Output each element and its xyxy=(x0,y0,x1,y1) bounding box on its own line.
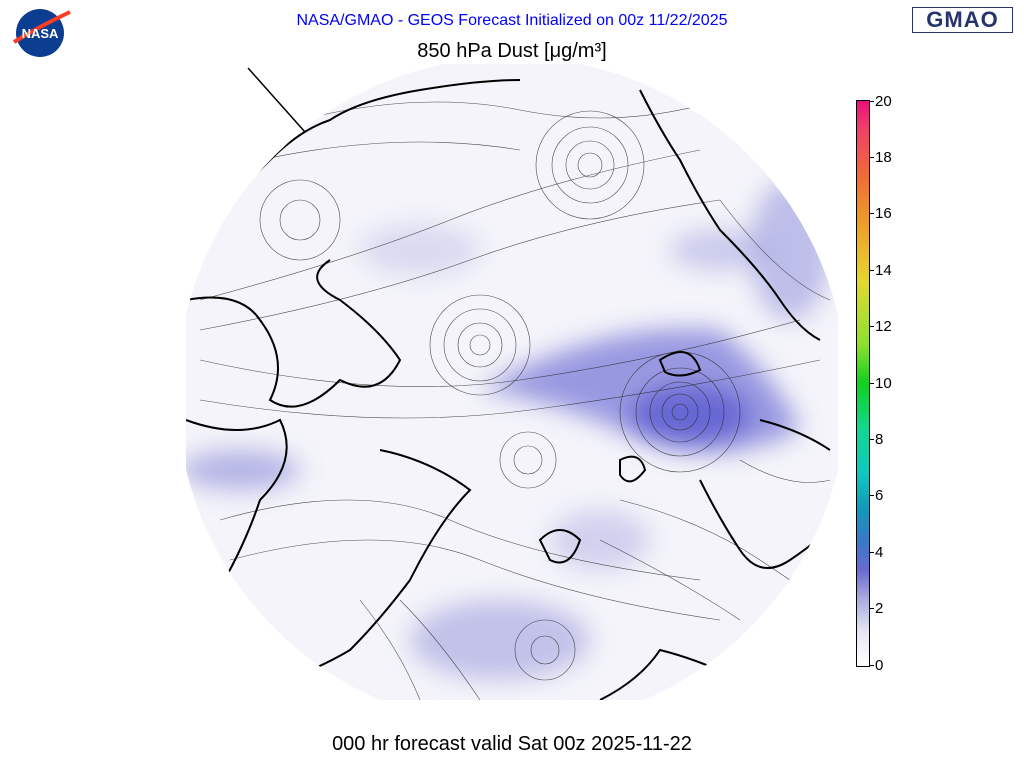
tick xyxy=(869,213,874,214)
tick xyxy=(869,101,874,102)
colorbar-label: 6 xyxy=(875,487,884,504)
tick xyxy=(869,326,874,327)
tick xyxy=(869,665,874,666)
tick xyxy=(869,439,874,440)
colorbar-label: 14 xyxy=(875,262,892,279)
colorbar-label: 0 xyxy=(875,657,884,674)
tick xyxy=(869,383,874,384)
header-title: NASA/GMAO - GEOS Forecast Initialized on… xyxy=(296,12,728,29)
colorbar-label: 16 xyxy=(875,205,892,222)
colorbar-label: 8 xyxy=(875,431,884,448)
dust-field xyxy=(186,180,830,680)
colorbar-label: 18 xyxy=(875,149,892,166)
gmao-logo: GMAO xyxy=(912,7,1013,33)
nasa-logo: NASA xyxy=(12,9,71,57)
colorbar xyxy=(856,100,870,667)
svg-text:NASA: NASA xyxy=(22,26,59,41)
tick xyxy=(869,157,874,158)
plot-title: 850 hPa Dust [μg/m³] xyxy=(417,40,607,62)
forecast-valid-time: 000 hr forecast valid Sat 00z 2025-11-22 xyxy=(332,733,692,755)
colorbar-label: 2 xyxy=(875,600,884,617)
tick xyxy=(869,608,874,609)
colorbar-label: 10 xyxy=(875,375,892,392)
tick xyxy=(869,495,874,496)
tick xyxy=(869,552,874,553)
dateline-marker xyxy=(247,67,306,133)
colorbar-label: 20 xyxy=(875,93,892,110)
colorbar-label: 12 xyxy=(875,318,892,335)
tick xyxy=(869,270,874,271)
colorbar-label: 4 xyxy=(875,544,884,561)
